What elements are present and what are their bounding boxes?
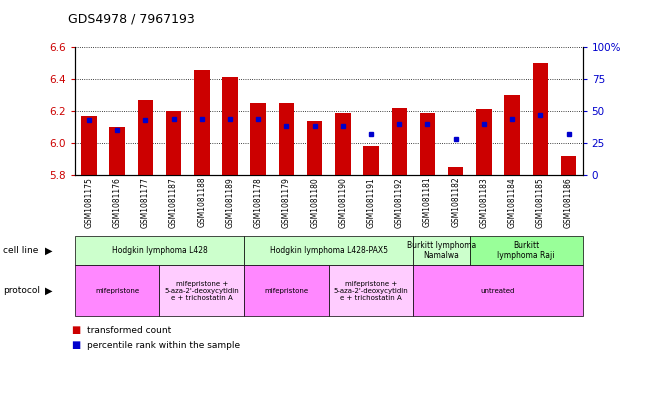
Text: GSM1081178: GSM1081178 [254, 177, 263, 228]
Text: Burkitt lymphoma
Namalwa: Burkitt lymphoma Namalwa [407, 241, 477, 260]
Text: mifepristone: mifepristone [264, 288, 309, 294]
Text: mifepristone +
5-aza-2'-deoxycytidin
e + trichostatin A: mifepristone + 5-aza-2'-deoxycytidin e +… [165, 281, 239, 301]
Text: Burkitt
lymphoma Raji: Burkitt lymphoma Raji [497, 241, 555, 260]
Text: GSM1081180: GSM1081180 [310, 177, 319, 228]
Text: untreated: untreated [481, 288, 515, 294]
Text: Hodgkin lymphoma L428-PAX5: Hodgkin lymphoma L428-PAX5 [270, 246, 388, 255]
Text: Hodgkin lymphoma L428: Hodgkin lymphoma L428 [111, 246, 208, 255]
Bar [476, 109, 492, 175]
Bar [448, 167, 464, 175]
Bar [335, 113, 351, 175]
Text: protocol: protocol [3, 286, 40, 295]
Text: mifepristone: mifepristone [95, 288, 139, 294]
Bar [391, 108, 407, 175]
Text: ■: ■ [72, 340, 81, 350]
Text: GSM1081184: GSM1081184 [508, 177, 517, 228]
Text: GSM1081188: GSM1081188 [197, 177, 206, 228]
Text: GSM1081192: GSM1081192 [395, 177, 404, 228]
Text: GDS4978 / 7967193: GDS4978 / 7967193 [68, 13, 195, 26]
Text: GSM1081185: GSM1081185 [536, 177, 545, 228]
Text: GSM1081177: GSM1081177 [141, 177, 150, 228]
Text: GSM1081191: GSM1081191 [367, 177, 376, 228]
Text: ▶: ▶ [45, 286, 53, 296]
Text: mifepristone +
5-aza-2'-deoxycytidin
e + trichostatin A: mifepristone + 5-aza-2'-deoxycytidin e +… [334, 281, 408, 301]
Bar [222, 77, 238, 175]
Bar [251, 103, 266, 175]
Bar [137, 100, 153, 175]
Bar [166, 111, 182, 175]
Bar [363, 146, 379, 175]
Bar [420, 113, 436, 175]
Text: GSM1081179: GSM1081179 [282, 177, 291, 228]
Text: cell line: cell line [3, 246, 38, 255]
Bar [279, 103, 294, 175]
Text: GSM1081187: GSM1081187 [169, 177, 178, 228]
Text: GSM1081182: GSM1081182 [451, 177, 460, 228]
Bar [505, 95, 520, 175]
Text: GSM1081175: GSM1081175 [85, 177, 94, 228]
Text: GSM1081176: GSM1081176 [113, 177, 122, 228]
Text: transformed count: transformed count [87, 326, 171, 334]
Bar [109, 127, 125, 175]
Text: GSM1081189: GSM1081189 [225, 177, 234, 228]
Bar [561, 156, 576, 175]
Text: GSM1081190: GSM1081190 [339, 177, 348, 228]
Text: ■: ■ [72, 325, 81, 335]
Bar [307, 121, 322, 175]
Text: ▶: ▶ [45, 246, 53, 255]
Text: percentile rank within the sample: percentile rank within the sample [87, 341, 240, 349]
Bar [194, 70, 210, 175]
Text: GSM1081181: GSM1081181 [423, 177, 432, 228]
Text: GSM1081183: GSM1081183 [479, 177, 488, 228]
Bar [81, 116, 97, 175]
Bar [533, 63, 548, 175]
Text: GSM1081186: GSM1081186 [564, 177, 573, 228]
